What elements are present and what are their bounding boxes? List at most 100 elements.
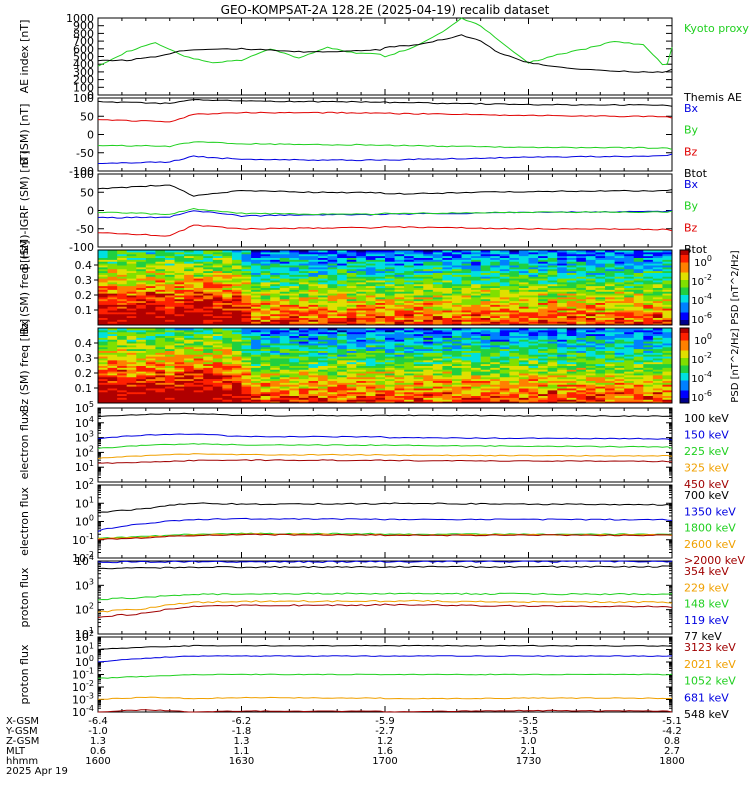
spectrogram-cell: [298, 268, 309, 272]
spectrogram-cell: [547, 369, 558, 372]
spectrogram-cell: [404, 259, 415, 262]
spectrogram-cell: [547, 291, 558, 294]
colorbar-cell: [680, 320, 689, 323]
spectrogram-cell: [480, 317, 491, 320]
spectrogram-cell: [471, 281, 482, 285]
legend-label: Btot: [684, 167, 708, 180]
spectrogram-cell: [260, 382, 271, 385]
spectrogram-cell: [643, 361, 654, 365]
spectrogram-cell: [155, 343, 166, 346]
spectrogram-cell: [174, 371, 185, 374]
spectrogram-cell: [126, 361, 137, 365]
spectrogram-cell: [576, 397, 587, 400]
spectrogram-cell: [117, 311, 128, 315]
spectrogram-cell: [385, 361, 396, 365]
spectrogram-cell: [298, 350, 309, 353]
spectrogram-cell: [164, 257, 176, 260]
spectrogram-cell: [404, 321, 415, 324]
spectrogram-cell: [231, 266, 242, 270]
spectrogram-cell: [432, 263, 443, 266]
spectrogram-cell: [413, 317, 424, 320]
spectrogram-cell: [442, 261, 453, 264]
spectrogram-cell: [480, 367, 491, 370]
spectrogram-cell: [327, 270, 338, 273]
spectrogram-cell: [318, 374, 329, 378]
spectrogram-cell: [461, 341, 472, 344]
spectrogram-cell: [499, 343, 510, 346]
spectrogram-cell: [394, 354, 405, 357]
spectrogram-cell: [155, 350, 166, 353]
spectrogram-cell: [595, 266, 606, 270]
spectrogram-cell: [662, 344, 673, 348]
spectrogram-cell: [318, 384, 329, 387]
spectrogram-cell: [566, 313, 577, 317]
spectrogram-cell: [614, 371, 625, 374]
spectrogram-cell: [365, 369, 376, 372]
spectrogram-cell: [365, 295, 376, 298]
spectrogram-cell: [394, 391, 405, 395]
spectrogram-cell: [643, 363, 654, 366]
spectrogram-cell: [451, 315, 463, 318]
spectrogram-cell: [480, 287, 491, 290]
spectrogram-cell: [260, 276, 271, 279]
spectrogram-cell: [279, 319, 290, 322]
spectrogram-cell: [490, 376, 501, 380]
spectrogram-cell: [117, 350, 128, 353]
spectrogram-cell: [184, 257, 195, 260]
spectrogram-cell: [442, 361, 453, 365]
spectrogram-cell: [404, 304, 415, 307]
spectrogram-cell: [289, 283, 300, 287]
spectrogram-cell: [117, 266, 128, 270]
spectrogram-cell: [643, 389, 654, 393]
spectrogram-cell: [528, 376, 539, 380]
spectrogram-cell: [442, 386, 453, 389]
spectrogram-cell: [451, 289, 463, 292]
spectrogram-cell: [222, 323, 233, 326]
spectrogram-cell: [605, 321, 616, 324]
spectrogram-cell: [279, 308, 290, 311]
spectrogram-cell: [652, 391, 663, 395]
spectrogram-cell: [652, 380, 663, 383]
spectrogram-cell: [547, 352, 558, 355]
spectrogram-cell: [404, 268, 415, 272]
spectrogram-cell: [126, 395, 137, 398]
spectrogram-cell: [289, 250, 300, 253]
spectrogram-cell: [346, 255, 357, 258]
spectrogram-cell: [585, 376, 596, 380]
spectrogram-cell: [117, 257, 128, 260]
spectrogram-cell: [308, 310, 319, 313]
spectrogram-cell: [595, 391, 606, 395]
spectrogram-cell: [231, 343, 242, 346]
spectrogram-cell: [145, 251, 156, 255]
spectrogram-cell: [365, 253, 376, 257]
spectrogram-cell: [643, 298, 654, 302]
spectrogram-cell: [155, 354, 166, 357]
spectrogram-cell: [241, 266, 252, 270]
spectrogram-cell: [595, 365, 606, 368]
spectrogram-cell: [241, 371, 252, 374]
spectrogram-cell: [451, 287, 463, 290]
spectrogram-cell: [576, 374, 587, 378]
spectrogram-cell: [404, 278, 415, 281]
spectrogram-cell: [98, 339, 109, 342]
spectrogram-cell: [375, 259, 386, 262]
spectrogram-cell: [155, 393, 166, 396]
panel-4: Bx (SM) freq [Hz] 0.10.20.30.4 10010-210-4…: [18, 240, 741, 334]
spectrogram-cell: [270, 263, 281, 266]
spectrogram-cell: [164, 401, 176, 404]
spectrogram-cell: [595, 359, 606, 363]
spectrogram-cell: [413, 287, 424, 290]
spectrogram-cell: [145, 306, 156, 309]
spectrogram-cell: [652, 272, 663, 275]
spectrogram-cell: [164, 350, 176, 353]
spectrogram-cell: [499, 265, 510, 268]
spectrogram-cell: [308, 378, 319, 381]
spectrogram-cell: [337, 335, 348, 338]
spectrogram-cell: [595, 276, 606, 279]
spectrogram-cell: [614, 376, 625, 380]
spectrogram-cell: [356, 358, 367, 361]
spectrogram-cell: [451, 371, 463, 374]
spectrogram-cell: [404, 272, 415, 275]
spectrogram-cell: [471, 306, 482, 309]
spectrogram-cell: [509, 289, 520, 292]
